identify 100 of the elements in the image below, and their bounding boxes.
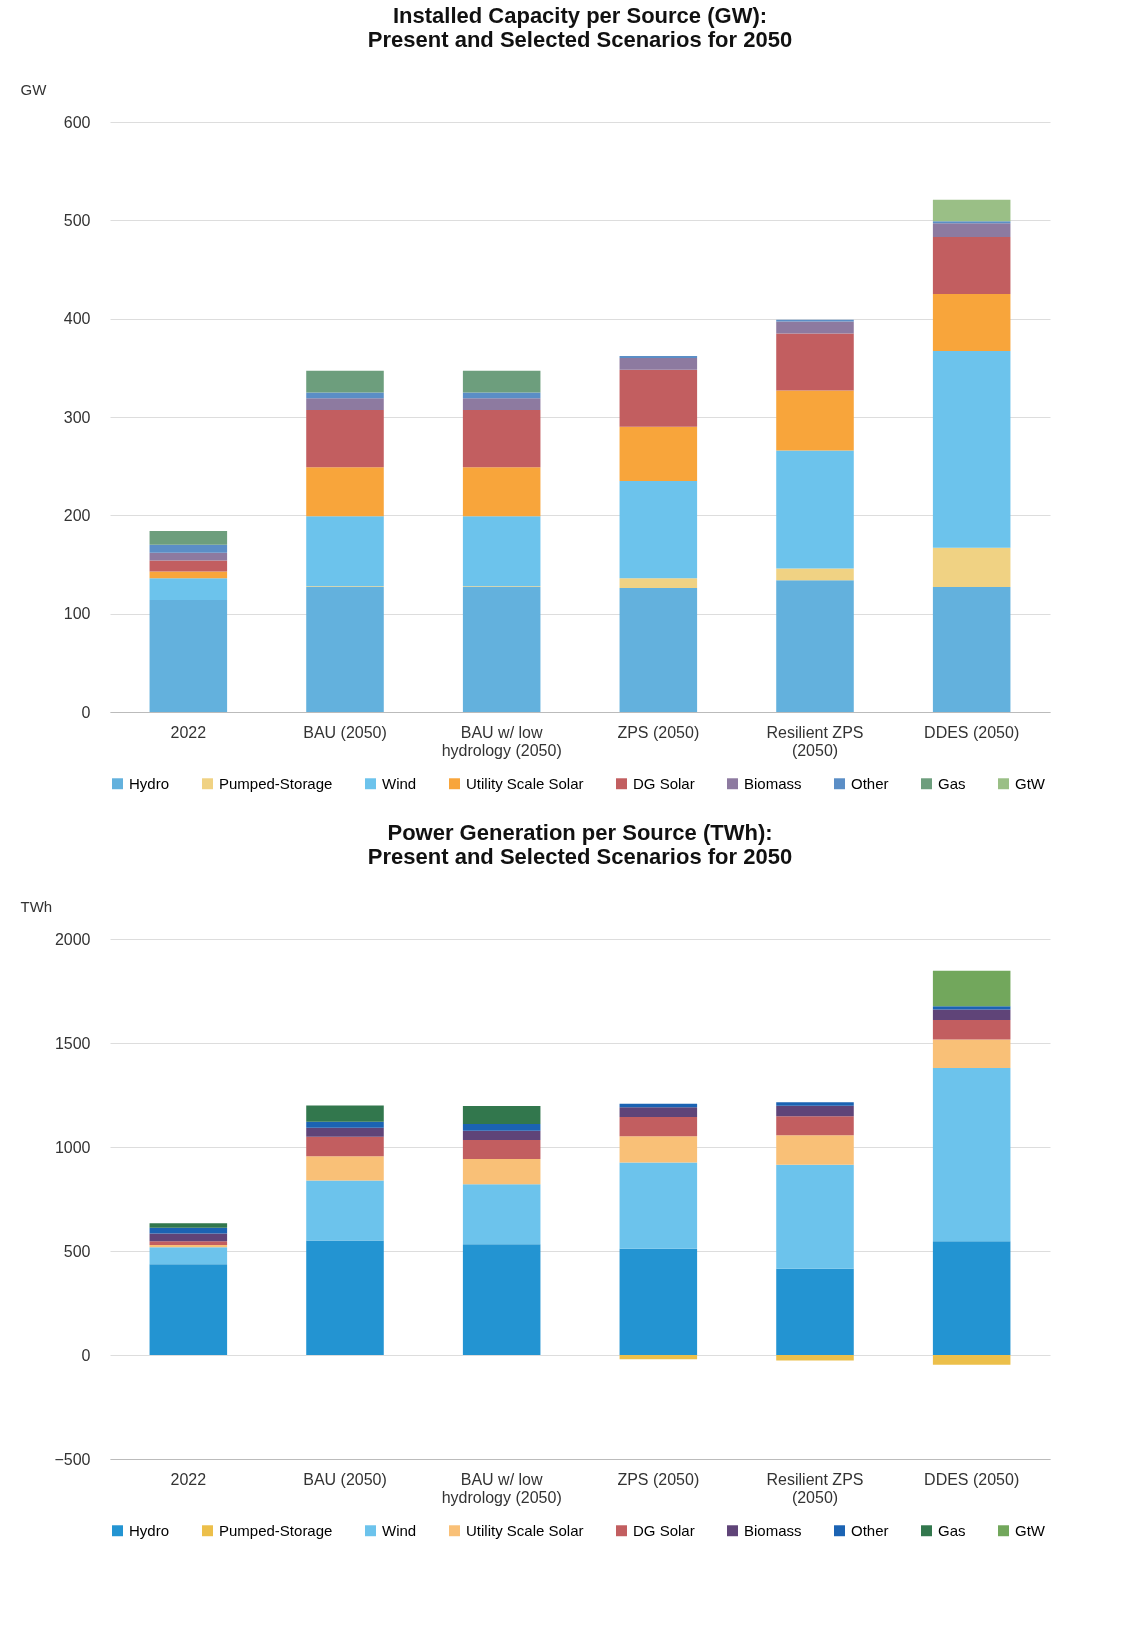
x-tick-label: BAU w/ low hydrology (2050) [441, 1470, 562, 1506]
bar [462, 392, 541, 399]
legend-label: GtW [1015, 774, 1046, 792]
bar [619, 588, 698, 712]
legend-label: Biomass [744, 1521, 802, 1539]
bar [619, 1107, 698, 1118]
bar [619, 1248, 698, 1355]
bar [462, 516, 541, 587]
bar [306, 370, 384, 393]
bar [306, 1240, 384, 1355]
y-tick-label: 2000 [54, 930, 91, 948]
legend-label: Hydro [129, 1521, 170, 1539]
bar [932, 199, 1011, 222]
bar [462, 587, 541, 712]
legend-label: DG Solar [633, 774, 695, 792]
bar [776, 321, 854, 334]
bar [619, 1355, 698, 1360]
y-axis-title: GW [20, 80, 48, 98]
legend-label: Hydro [129, 774, 170, 792]
bar [776, 1116, 854, 1136]
bar [462, 1106, 541, 1125]
bar [462, 1139, 541, 1160]
bar [776, 450, 854, 569]
bar [776, 1105, 854, 1117]
bar [306, 410, 384, 468]
y-tick-label: −500 [54, 1450, 91, 1468]
legend-label: Utility Scale Solar [466, 774, 584, 792]
bar [149, 1233, 228, 1242]
bar [932, 1039, 1011, 1068]
bar [306, 1127, 384, 1137]
x-tick-label: BAU (2050) [303, 723, 387, 741]
legend-label: Wind [382, 774, 417, 792]
bar [462, 410, 541, 468]
legend-label: Gas [938, 1521, 966, 1539]
bar [932, 1019, 1011, 1040]
y-axis-title: TWh [20, 897, 53, 915]
bar [776, 390, 854, 451]
bar [149, 578, 228, 600]
y-tick-label: 1500 [54, 1034, 91, 1052]
legend-label: Utility Scale Solar [466, 1521, 584, 1539]
bar [149, 560, 228, 572]
bar [619, 369, 698, 427]
bar [149, 1227, 228, 1234]
bar [619, 426, 698, 481]
bar [306, 516, 384, 587]
y-tick-label: 600 [63, 113, 91, 131]
y-tick-label: 400 [63, 310, 91, 328]
legend-label: Biomass [744, 774, 802, 792]
legend-label: Other [851, 774, 889, 792]
legend-label: Gas [938, 774, 966, 792]
bar [306, 1156, 384, 1181]
x-tick-label: BAU w/ low hydrology (2050) [441, 723, 562, 759]
bar [462, 370, 541, 393]
bar [462, 1130, 541, 1140]
bar [932, 237, 1011, 295]
y-tick-label: 500 [63, 1242, 91, 1260]
bar [149, 1223, 228, 1228]
bar [306, 1136, 384, 1157]
bar [932, 1067, 1011, 1242]
bar [306, 587, 384, 712]
bar [149, 1264, 228, 1355]
y-tick-label: 500 [63, 211, 91, 229]
bar [306, 1121, 384, 1128]
bar [462, 1244, 541, 1355]
bar [462, 1184, 541, 1245]
legend-label: Pumped-Storage [219, 1521, 333, 1539]
x-tick-label: 2022 [170, 1470, 207, 1488]
bar [932, 587, 1011, 712]
legend-label: Pumped-Storage [219, 774, 333, 792]
bar [306, 1105, 384, 1122]
bar [776, 1102, 854, 1106]
bar [619, 358, 698, 370]
bar [619, 1136, 698, 1163]
bar [462, 1124, 541, 1131]
bar [776, 1164, 854, 1269]
y-tick-label: 200 [63, 506, 91, 524]
bar [932, 547, 1011, 588]
bar [932, 294, 1011, 352]
bar [149, 1247, 228, 1265]
x-tick-label: BAU (2050) [303, 1470, 387, 1488]
bar [932, 1009, 1011, 1020]
bar [149, 531, 228, 545]
bar [306, 1180, 384, 1241]
bar [149, 544, 228, 553]
bar [932, 223, 1011, 238]
bar [149, 552, 228, 561]
bar [932, 1355, 1011, 1365]
y-tick-label: 0 [81, 703, 91, 721]
bar [932, 1241, 1011, 1355]
bar [149, 599, 228, 712]
legend-label: Wind [382, 1521, 417, 1539]
bar [462, 398, 541, 411]
x-tick-label: ZPS (2050) [617, 1470, 700, 1488]
legend-label: DG Solar [633, 1521, 695, 1539]
bar [776, 580, 854, 712]
legend-label: Other [851, 1521, 889, 1539]
chart-title: Installed Capacity per Source (GW): Present and Selected Scenarios for 2050 [367, 3, 793, 52]
y-tick-label: 0 [81, 1346, 91, 1364]
y-tick-label: 300 [63, 408, 91, 426]
x-tick-label: Resilient ZPS (2050) [766, 723, 864, 759]
